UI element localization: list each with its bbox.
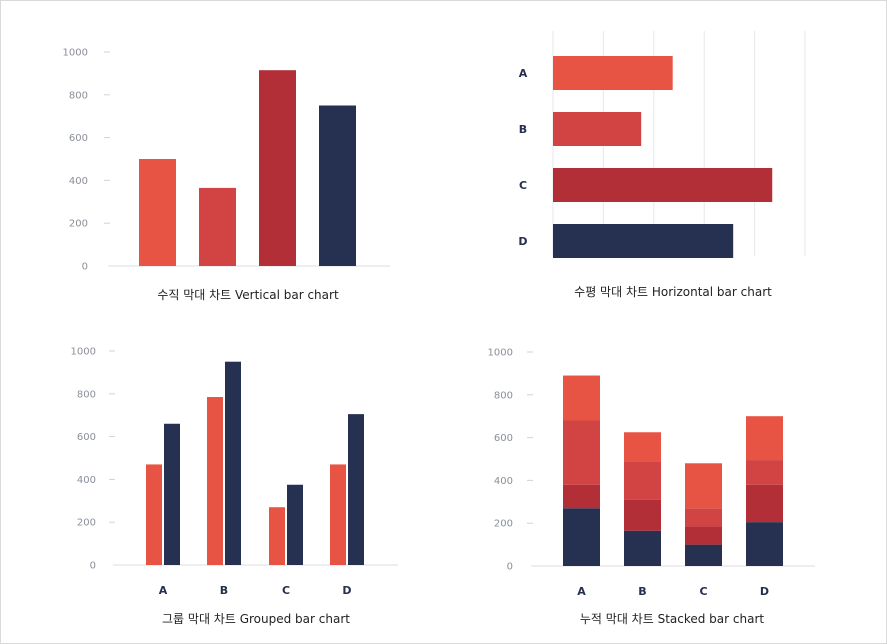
bar-segment-d-layer-2 bbox=[746, 484, 783, 523]
bar-segment-d-layer-3 bbox=[746, 460, 783, 485]
bar-segment-c-layer-2 bbox=[685, 526, 722, 545]
chart-title: 수직 막대 차트 Vertical bar chart bbox=[157, 288, 339, 302]
bar-segment-b-layer-4 bbox=[624, 432, 661, 462]
y-tick-label: 0 bbox=[90, 561, 96, 572]
bar-d-series-2 bbox=[348, 414, 364, 565]
bar-a-series-1 bbox=[146, 464, 162, 565]
y-tick-label: 400 bbox=[77, 475, 96, 486]
bar-c-series-2 bbox=[287, 484, 303, 565]
x-category-label: D bbox=[342, 584, 351, 597]
bar-segment-a-layer-4 bbox=[563, 375, 600, 421]
chart-title: 그룹 막대 차트 Grouped bar chart bbox=[162, 612, 350, 626]
bar-segment-d-layer-1 bbox=[746, 522, 783, 566]
x-category-label: B bbox=[638, 585, 646, 598]
bar-segment-c-layer-3 bbox=[685, 508, 722, 527]
y-tick-label: 800 bbox=[494, 390, 513, 401]
y-tick-label: 800 bbox=[69, 90, 88, 101]
bar-c-series-1 bbox=[269, 507, 285, 565]
chart-title: 수평 막대 차트 Horizontal bar chart bbox=[574, 285, 772, 299]
bar-segment-c-layer-1 bbox=[685, 544, 722, 566]
y-tick-label: 0 bbox=[82, 262, 88, 273]
y-tick-label: 200 bbox=[77, 518, 96, 529]
bar-d-series-1 bbox=[330, 464, 346, 565]
bar-segment-b-layer-1 bbox=[624, 530, 661, 566]
bar-a bbox=[553, 56, 673, 90]
bar-b-series-2 bbox=[225, 361, 241, 565]
y-category-label: B bbox=[519, 123, 527, 136]
x-category-label: A bbox=[577, 585, 586, 598]
y-tick-label: 600 bbox=[494, 433, 513, 444]
y-tick-label: 1000 bbox=[63, 48, 88, 59]
x-category-label: C bbox=[699, 585, 707, 598]
bar-d bbox=[553, 224, 734, 258]
chart-grouped: 0 200 400 600 800 1000 A B C D 그룹 막대 차트 Grouped ba… bbox=[71, 347, 398, 626]
chart-title: 누적 막대 차트 Stacked bar chart bbox=[580, 612, 765, 626]
bar-segment-c-layer-4 bbox=[685, 463, 722, 509]
bar-c bbox=[259, 70, 296, 266]
y-tick-label: 600 bbox=[77, 432, 96, 443]
bar-segment-a-layer-3 bbox=[563, 420, 600, 485]
bar-c bbox=[553, 168, 773, 202]
bar-segment-a-layer-1 bbox=[563, 508, 600, 566]
y-tick-label: 800 bbox=[77, 389, 96, 400]
chart-vertical: 0 200 400 600 800 1000 수직 막대 차트 Vertical bar c… bbox=[63, 48, 390, 302]
x-category-label: A bbox=[159, 584, 168, 597]
bar-d bbox=[319, 105, 356, 266]
y-tick-label: 1000 bbox=[488, 348, 513, 359]
y-tick-label: 200 bbox=[494, 519, 513, 530]
bar-segment-d-layer-4 bbox=[746, 416, 783, 461]
bar-a-series-2 bbox=[164, 423, 180, 565]
x-category-label: D bbox=[760, 585, 769, 598]
bar-a bbox=[139, 159, 176, 266]
bar-segment-a-layer-2 bbox=[563, 484, 600, 509]
chart-horizontal: A B C D 수평 막대 차트 Horizontal bar chart bbox=[518, 31, 806, 299]
y-category-label: A bbox=[519, 67, 528, 80]
y-tick-label: 200 bbox=[69, 219, 88, 230]
y-tick-label: 400 bbox=[69, 176, 88, 187]
chart-stacked: 0 200 400 600 800 1000 A B C D 누적 막대 차트 Stacked ba… bbox=[488, 348, 815, 626]
y-tick-label: 0 bbox=[507, 562, 513, 573]
y-category-label: C bbox=[519, 179, 527, 192]
y-tick-label: 1000 bbox=[71, 347, 96, 358]
bar-b bbox=[553, 112, 642, 146]
bar-b-series-1 bbox=[207, 397, 223, 565]
y-tick-label: 400 bbox=[494, 476, 513, 487]
x-category-label: B bbox=[220, 584, 228, 597]
x-category-label: C bbox=[282, 584, 290, 597]
y-tick-label: 600 bbox=[69, 133, 88, 144]
bar-segment-b-layer-3 bbox=[624, 461, 661, 500]
bar-b bbox=[199, 187, 236, 266]
y-category-label: D bbox=[518, 235, 527, 248]
bar-segment-b-layer-2 bbox=[624, 499, 661, 531]
